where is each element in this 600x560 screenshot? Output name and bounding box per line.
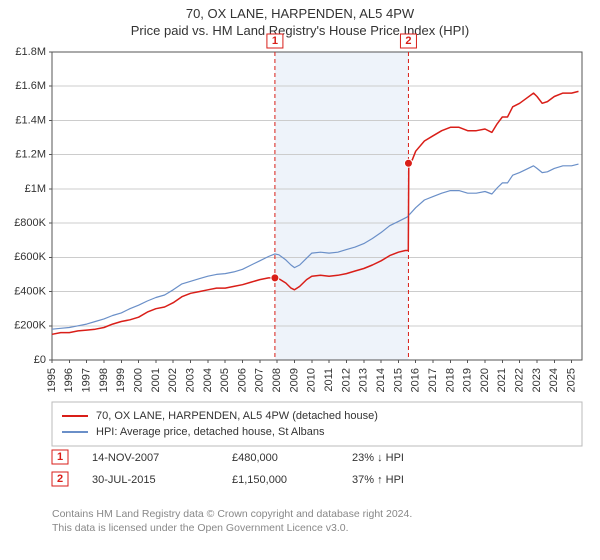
sale-price: £480,000	[232, 452, 278, 464]
marker-dot	[271, 274, 279, 282]
footer-line-2: This data is licensed under the Open Gov…	[52, 522, 349, 534]
xtick-label: 2001	[150, 368, 162, 392]
marker-number: 1	[272, 35, 278, 47]
xtick-label: 2009	[288, 368, 300, 392]
xtick-label: 2014	[375, 368, 387, 392]
legend-label: HPI: Average price, detached house, St A…	[96, 426, 325, 438]
xtick-label: 2007	[254, 368, 266, 392]
sale-diff: 37% ↑ HPI	[352, 474, 404, 486]
sale-date: 14-NOV-2007	[92, 452, 159, 464]
ytick-label: £0	[34, 354, 46, 366]
xtick-label: 2002	[167, 368, 179, 392]
xtick-label: 2019	[462, 368, 474, 392]
xtick-label: 2010	[306, 368, 318, 392]
xtick-label: 1999	[115, 368, 127, 392]
shaded-band	[275, 52, 409, 360]
ytick-label: £800K	[14, 217, 46, 229]
xtick-label: 2018	[444, 368, 456, 392]
xtick-label: 2020	[479, 368, 491, 392]
chart-svg: £0 £200K £400K £600K £800K £1M £1.2M £1.4M £1.6M…	[0, 0, 600, 560]
xtick-label: 2017	[427, 368, 439, 392]
sale-diff: 23% ↓ HPI	[352, 452, 404, 464]
xtick-label: 2016	[410, 368, 422, 392]
xtick-label: 2022	[514, 368, 526, 392]
xtick-label: 2013	[358, 368, 370, 392]
sale-number: 1	[57, 451, 63, 463]
xtick-label: 1998	[98, 368, 110, 392]
legend-box	[52, 402, 582, 446]
ytick-label: £1.2M	[15, 149, 46, 161]
marker-number: 2	[405, 35, 411, 47]
ytick-label: £1.4M	[15, 114, 46, 126]
xtick-label: 2006	[236, 368, 248, 392]
xtick-label: 1996	[63, 368, 75, 392]
ytick-label: £200K	[14, 320, 46, 332]
xtick-label: 2003	[184, 368, 196, 392]
sale-date: 30-JUL-2015	[92, 474, 156, 486]
xtick-label: 2005	[219, 368, 231, 392]
xtick-label: 2012	[340, 368, 352, 392]
ytick-label: £600K	[14, 251, 46, 263]
legend-label: 70, OX LANE, HARPENDEN, AL5 4PW (detache…	[96, 410, 378, 422]
ytick-label: £1M	[25, 183, 46, 195]
xtick-label: 1995	[46, 368, 58, 392]
xtick-label: 2004	[202, 368, 214, 392]
ytick-label: £1.8M	[15, 46, 46, 58]
xtick-label: 2024	[548, 368, 560, 392]
xtick-label: 2021	[496, 368, 508, 392]
xtick-label: 2025	[566, 368, 578, 392]
xtick-label: 2023	[531, 368, 543, 392]
xtick-label: 2015	[392, 368, 404, 392]
ytick-label: £400K	[14, 285, 46, 297]
xtick-label: 1997	[81, 368, 93, 392]
xtick-label: 2000	[133, 368, 145, 392]
xtick-label: 2011	[323, 368, 335, 392]
xtick-label: 2008	[271, 368, 283, 392]
sale-price: £1,150,000	[232, 474, 287, 486]
marker-dot	[404, 159, 412, 167]
ytick-label: £1.6M	[15, 80, 46, 92]
footer-line-1: Contains HM Land Registry data © Crown c…	[52, 508, 412, 520]
sale-number: 2	[57, 473, 63, 485]
